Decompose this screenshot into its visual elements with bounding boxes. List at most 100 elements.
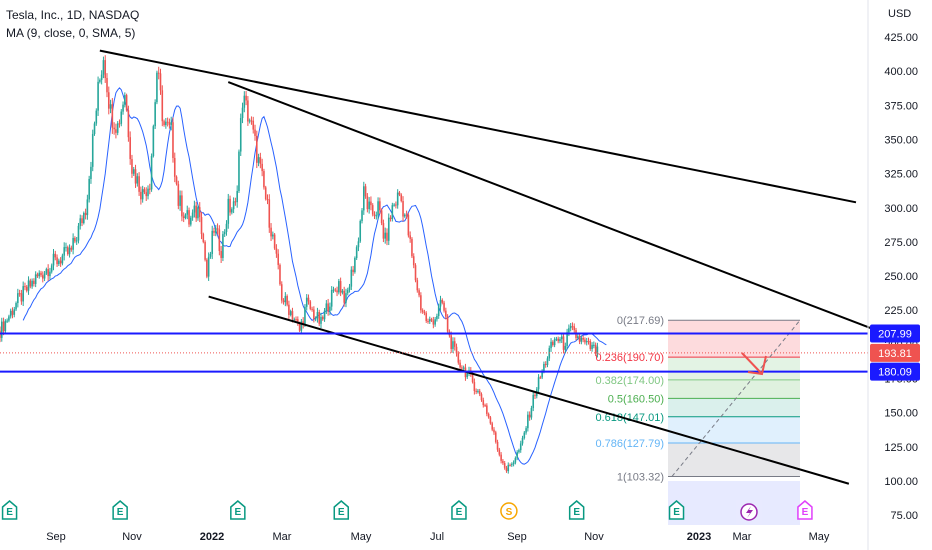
fibonacci-retracement[interactable]: 0(217.69) 0.236(190.70) 0.382(174.00) 0.5(1… [596, 315, 801, 525]
candle-body [498, 449, 501, 455]
candle-body [200, 217, 203, 235]
candle-body [346, 289, 349, 294]
candle-body [582, 337, 584, 340]
candle-body [380, 210, 383, 224]
candle-body [557, 338, 559, 342]
candle-body [75, 240, 78, 242]
x-tick-label: Mar [733, 531, 752, 543]
candle-body [106, 78, 108, 93]
trendline-lower-support[interactable] [208, 295, 850, 485]
candle-body [423, 311, 426, 314]
candle-body [27, 280, 30, 291]
candle-body [436, 316, 438, 320]
moving-average-line [22, 87, 607, 465]
candle-body [31, 280, 33, 287]
lightning-bolt-icon [746, 506, 753, 518]
candle-body [34, 274, 37, 284]
candle-body [311, 308, 313, 310]
candle-body [519, 443, 522, 451]
fib-level-label: 0.382(174.00) [596, 375, 665, 387]
earnings-marker[interactable]: S [500, 502, 518, 520]
earnings-marker[interactable]: E [668, 500, 685, 520]
candle-body [107, 92, 110, 109]
event-marker-label: E [117, 507, 124, 518]
candle-body [282, 300, 285, 303]
candle-body [327, 303, 329, 312]
trendline-upper-resistance[interactable] [99, 49, 857, 204]
fib-zone [668, 379, 800, 399]
candle-body [566, 332, 568, 346]
candle-body [25, 286, 28, 291]
candle-body [0, 321, 3, 338]
candle-body [505, 467, 508, 472]
candle-body [231, 209, 233, 213]
candle-body [220, 250, 222, 258]
candle-body [132, 169, 135, 174]
candle-body [66, 247, 69, 255]
candle-body [131, 159, 133, 174]
candle-body [541, 370, 543, 378]
candle-body [74, 237, 76, 242]
earnings-marker[interactable]: E [568, 500, 585, 520]
y-tick-label: 375.00 [884, 100, 918, 112]
price-tag-resistance[interactable]: 207.99 [870, 324, 920, 343]
candle-body [373, 214, 376, 216]
candle-body [404, 214, 406, 217]
earnings-marker[interactable]: E [230, 500, 246, 520]
candle-body [352, 269, 354, 273]
trendlines[interactable] [0, 49, 871, 485]
ma-indicator-label[interactable]: MA (9, close, 0, SMA, 5) [6, 26, 136, 40]
candle-body [257, 157, 260, 163]
candle-body [20, 293, 23, 302]
candle-body [455, 346, 458, 354]
candle-body [248, 120, 251, 122]
price-tag-last[interactable]: 193.81 [870, 343, 920, 362]
earnings-marker[interactable]: E [1, 500, 18, 520]
y-tick-label: 250.00 [884, 271, 918, 283]
candle-body [371, 205, 374, 215]
candle-body [202, 234, 205, 242]
candle-body [386, 232, 388, 241]
candle-body [150, 155, 153, 190]
candle-body [79, 218, 82, 226]
candle-body [461, 367, 463, 369]
projection-arrow[interactable] [741, 352, 767, 376]
candle-body [136, 176, 139, 184]
candle-body [229, 198, 231, 213]
symbol-title[interactable]: Tesla, Inc., 1D, NASDAQ [6, 8, 140, 22]
candle-body [118, 123, 121, 125]
candle-body [197, 207, 199, 219]
y-tick-label: 425.00 [884, 32, 918, 44]
candle-body [209, 253, 212, 257]
candle-body [2, 321, 5, 332]
candle-body [93, 123, 96, 134]
candle-body [13, 309, 16, 315]
candle-body [452, 341, 454, 349]
split-marker-circle [500, 502, 518, 520]
earnings-marker[interactable]: E [451, 500, 467, 520]
earnings-marker[interactable]: E [112, 500, 128, 520]
candle-body [234, 201, 237, 203]
candle-body [430, 319, 433, 321]
candle-body [236, 190, 238, 203]
candle-body [239, 118, 242, 152]
candle-body [357, 241, 360, 248]
candle-body [543, 363, 545, 371]
trendline-mid-resistance[interactable] [227, 81, 871, 329]
candle-body [534, 394, 536, 397]
earnings-marker[interactable]: E [797, 500, 813, 520]
price-tag-support[interactable]: 180.09 [870, 362, 920, 381]
candle-body [309, 301, 312, 309]
candle-body [54, 253, 57, 258]
candle-body [484, 405, 486, 407]
candle-body [539, 377, 542, 379]
candle-body [264, 187, 267, 200]
earnings-marker[interactable]: E [333, 500, 350, 520]
candle-body [211, 230, 214, 254]
price-axis[interactable]: USD 425.00 400.00 375.00 350.00 325.00 300.00 2… [46, 0, 920, 550]
candle-body [84, 212, 87, 216]
candle-body [414, 265, 417, 281]
candle-body [559, 339, 561, 342]
